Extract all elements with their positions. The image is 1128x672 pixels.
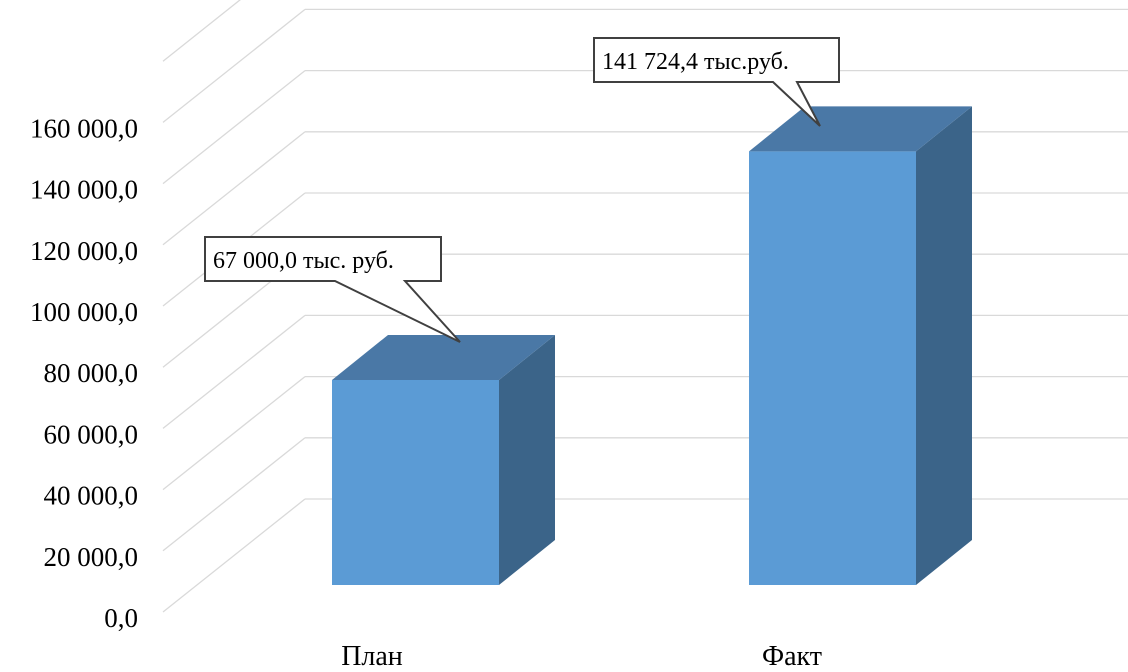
- bar-top: [749, 106, 972, 152]
- gridline-side: [162, 498, 306, 613]
- data-label-callout: [593, 37, 840, 127]
- y-tick-label: 40 000,0: [44, 481, 139, 511]
- bar-top: [332, 334, 555, 380]
- bar-front: [332, 379, 499, 585]
- data-label: 141 724,4 тыс.руб.: [602, 49, 789, 75]
- y-tick-label: 60 000,0: [44, 419, 139, 449]
- data-label: 67 000,0 тыс. руб.: [213, 248, 394, 274]
- y-tick-label: 160 000,0: [30, 113, 138, 143]
- data-label-callout: [204, 236, 461, 343]
- y-tick-label: 20 000,0: [44, 542, 139, 572]
- gridline-side: [162, 131, 306, 246]
- y-tick-label: 0,0: [104, 603, 138, 633]
- gridline-side: [162, 70, 306, 185]
- y-tick-label: 100 000,0: [30, 297, 138, 327]
- gridline-side: [162, 376, 306, 491]
- bar-front: [749, 151, 916, 585]
- gridline-side: [162, 8, 306, 123]
- bar-side: [499, 334, 555, 585]
- x-category-label: План: [341, 641, 403, 672]
- y-tick-label: 120 000,0: [30, 236, 138, 266]
- bar-side: [916, 106, 972, 585]
- gridline-side: [162, 437, 306, 552]
- gridline-side: [162, 0, 241, 62]
- y-tick-label: 140 000,0: [30, 175, 138, 205]
- y-tick-label: 80 000,0: [44, 358, 139, 388]
- x-category-label: Факт: [762, 641, 822, 672]
- gridline-side: [162, 314, 306, 429]
